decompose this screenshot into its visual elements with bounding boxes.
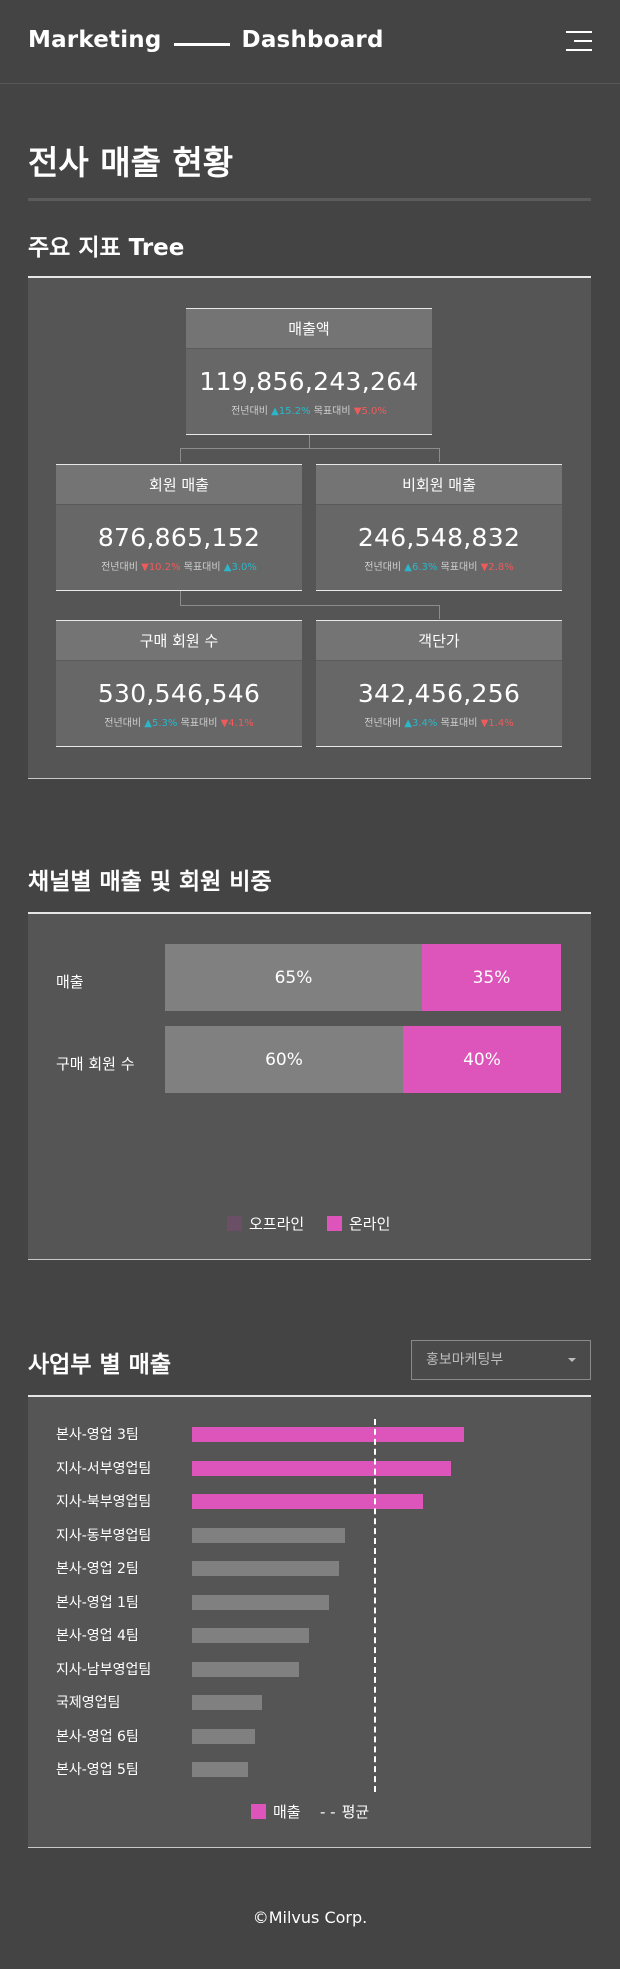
legend-average: - - 평균 — [320, 1802, 370, 1822]
channel-section-title: 채널별 매출 및 회원 비중 — [28, 869, 272, 895]
brand-right-text: Dashboard — [241, 27, 384, 53]
dept-bar-label: 본사-영업 2팀 — [56, 1561, 139, 1577]
online-value: 35% — [472, 967, 511, 988]
offline-value: 60% — [265, 1049, 303, 1070]
title-divider — [28, 198, 591, 201]
dept-bar-label: 본사-영업 3팀 — [56, 1427, 139, 1443]
offline-bar[interactable]: 60% — [165, 1026, 403, 1093]
legend-swatch — [251, 1804, 266, 1819]
channel-row-label: 매출 — [56, 973, 84, 991]
node-compare: 전년대비 ▲6.3% 목표대비 ▼2.8% — [364, 562, 514, 573]
node-value: 119,856,243,264 — [199, 367, 419, 396]
node-value: 876,865,152 — [97, 523, 261, 552]
node-compare: 전년대비 ▲15.2% 목표대비 ▼5.0% — [231, 406, 387, 417]
dashed-line-icon: - - — [320, 1802, 336, 1821]
page-title: 전사 매출 현황 — [28, 143, 234, 182]
online-value: 40% — [463, 1049, 501, 1070]
channel-row-label: 구매 회원 수 — [56, 1055, 135, 1073]
offline-value: 65% — [274, 967, 313, 988]
node-compare: 전년대비 ▲5.3% 목표대비 ▼4.1% — [104, 718, 254, 729]
top-header: Marketing Dashboard — [0, 0, 620, 84]
dept-bar[interactable] — [192, 1494, 423, 1509]
tree-node-nonmember-revenue[interactable]: 비회원 매출 246,548,832 전년대비 ▲6.3% 목표대비 ▼2.8% — [316, 464, 562, 591]
online-bar[interactable]: 40% — [403, 1026, 561, 1093]
node-value: 530,546,546 — [97, 679, 261, 708]
dept-bar[interactable] — [192, 1695, 262, 1710]
brand-divider — [173, 42, 230, 46]
node-value: 342,456,256 — [357, 679, 521, 708]
dept-bar[interactable] — [192, 1460, 451, 1476]
node-label: 비회원 매출 — [316, 465, 562, 505]
node-label: 회원 매출 — [56, 465, 302, 505]
dept-bar-label: 지사-동부영업팀 — [56, 1527, 152, 1544]
footer-copyright: ©Milvus Corp. — [252, 1908, 368, 1927]
dept-bar-label: 지사-서부영업팀 — [56, 1460, 152, 1477]
dept-bar[interactable] — [192, 1628, 309, 1643]
chevron-down-icon — [568, 1358, 576, 1362]
dept-bar-label: 본사-영업 1팀 — [56, 1594, 139, 1611]
tree-section-title: 주요 지표 Tree — [28, 235, 185, 261]
tree-node-avg-ticket[interactable]: 객단가 342,456,256 전년대비 ▲3.4% 목표대비 ▼1.4% — [316, 620, 562, 747]
dept-bar[interactable] — [192, 1728, 255, 1744]
channel-panel: 매출 65% 35% 구매 회원 수 60% 40% 오프라인 온라인 — [28, 912, 591, 1260]
node-label: 매출액 — [186, 309, 432, 349]
dept-bar[interactable] — [192, 1594, 329, 1610]
dept-bar-label: 본사-영업 5팀 — [56, 1762, 139, 1778]
brand-left-text: Marketing — [28, 27, 162, 53]
offline-bar[interactable]: 65% — [165, 944, 422, 1011]
dept-bar[interactable] — [192, 1427, 464, 1442]
department-select[interactable]: 홍보마케팅부 — [411, 1340, 591, 1380]
node-label: 객단가 — [316, 621, 562, 661]
tree-node-member-revenue[interactable]: 회원 매출 876,865,152 전년대비 ▼10.2% 목표대비 ▲3.0% — [56, 464, 302, 591]
dept-bar-label: 본사-영업 6팀 — [56, 1728, 139, 1745]
dept-bar[interactable] — [192, 1561, 339, 1576]
tree-node-revenue[interactable]: 매출액 119,856,243,264 전년대비 ▲15.2% 목표대비 ▼5.… — [186, 308, 432, 435]
brand-logo[interactable]: Marketing Dashboard — [28, 27, 384, 53]
hamburger-menu-icon[interactable] — [566, 31, 592, 53]
legend-swatch — [327, 1216, 342, 1231]
node-value: 246,548,832 — [357, 523, 521, 552]
legend-swatch — [227, 1216, 242, 1231]
dept-section-title: 사업부 별 매출 — [28, 1352, 171, 1378]
dept-bar-label: 지사-남부영업팀 — [56, 1661, 152, 1678]
dept-bar[interactable] — [192, 1661, 299, 1677]
node-label: 구매 회원 수 — [56, 621, 302, 661]
dept-bar-label: 지사-북부영업팀 — [56, 1494, 152, 1510]
tree-panel: 매출액 119,856,243,264 전년대비 ▲15.2% 목표대비 ▼5.… — [28, 276, 591, 779]
tree-node-buyer-count[interactable]: 구매 회원 수 530,546,546 전년대비 ▲5.3% 목표대비 ▼4.1… — [56, 620, 302, 747]
legend-revenue: 매출 — [251, 1801, 301, 1822]
node-compare: 전년대비 ▲3.4% 목표대비 ▼1.4% — [364, 718, 514, 729]
dept-bar[interactable] — [192, 1762, 248, 1777]
node-compare: 전년대비 ▼10.2% 목표대비 ▲3.0% — [101, 562, 257, 573]
legend-online: 온라인 — [327, 1213, 390, 1234]
dept-bar-label: 국제영업팀 — [56, 1695, 121, 1711]
average-line — [374, 1419, 376, 1792]
dept-bar-label: 본사-영업 4팀 — [56, 1628, 139, 1644]
dept-bar[interactable] — [192, 1527, 345, 1543]
legend-offline: 오프라인 — [227, 1213, 304, 1234]
department-select-value: 홍보마케팅부 — [426, 1352, 504, 1368]
online-bar[interactable]: 35% — [422, 944, 561, 1011]
